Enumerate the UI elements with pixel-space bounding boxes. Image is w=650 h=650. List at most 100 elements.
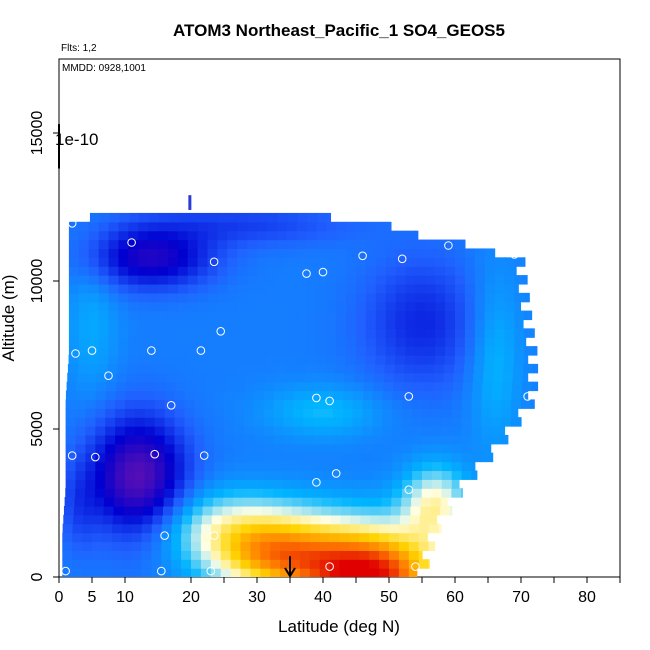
heatmap-cell bbox=[329, 523, 341, 534]
heatmap-cell bbox=[276, 346, 288, 356]
heatmap-cell bbox=[307, 212, 319, 223]
heatmap-cell bbox=[101, 559, 113, 569]
data-point bbox=[91, 452, 100, 462]
heatmap-cell bbox=[214, 461, 225, 472]
heatmap-cell bbox=[84, 497, 95, 507]
heatmap-cell bbox=[129, 212, 141, 223]
heatmap-cell bbox=[365, 292, 377, 303]
heatmap-cell bbox=[444, 355, 456, 365]
heatmap-cell bbox=[95, 479, 106, 489]
heatmap-cell bbox=[354, 372, 365, 383]
heatmap-cell bbox=[157, 363, 168, 374]
heatmap-cell bbox=[385, 292, 397, 303]
heatmap-cell bbox=[134, 399, 146, 409]
heatmap-cell bbox=[336, 346, 347, 356]
heatmap-cell bbox=[464, 346, 476, 356]
heatmap-cell bbox=[108, 239, 119, 250]
heatmap-cell bbox=[141, 550, 152, 560]
heatmap-cell bbox=[491, 390, 503, 400]
heatmap-cell bbox=[290, 541, 301, 551]
heatmap-cell bbox=[383, 381, 394, 392]
heatmap-cell bbox=[78, 301, 90, 312]
heatmap-cell bbox=[484, 301, 496, 312]
heatmap-cell bbox=[402, 417, 413, 427]
heatmap-cell bbox=[402, 479, 413, 489]
heatmap-cell bbox=[445, 328, 456, 338]
heatmap-cell bbox=[111, 550, 123, 560]
data-point bbox=[196, 346, 206, 355]
heatmap-cell bbox=[177, 337, 189, 347]
heatmap-cell bbox=[524, 257, 526, 267]
heatmap-cell bbox=[194, 479, 205, 489]
heatmap-cell bbox=[513, 363, 524, 374]
heatmap-cell bbox=[346, 275, 357, 285]
heatmap-cell bbox=[481, 390, 493, 400]
heatmap-cell bbox=[78, 355, 89, 365]
data-point bbox=[404, 392, 414, 401]
heatmap-cell bbox=[356, 266, 367, 276]
heatmap-cell bbox=[104, 497, 115, 507]
heatmap-cell bbox=[435, 266, 446, 276]
heatmap-cell bbox=[472, 381, 483, 392]
heatmap-cell bbox=[159, 212, 170, 223]
heatmap-cell bbox=[273, 408, 284, 418]
heatmap-cell bbox=[138, 328, 149, 338]
heatmap-cell bbox=[191, 568, 202, 577]
heatmap-cell bbox=[204, 479, 215, 489]
heatmap-cell bbox=[238, 212, 249, 223]
heatmap-cell bbox=[184, 488, 195, 498]
heatmap-cell bbox=[382, 461, 393, 472]
heatmap-cell bbox=[512, 381, 523, 392]
heatmap-cell bbox=[134, 426, 146, 436]
heatmap-cell bbox=[441, 443, 453, 454]
heatmap-cell bbox=[415, 310, 426, 321]
heatmap-cell bbox=[153, 497, 165, 507]
heatmap-cell bbox=[491, 426, 502, 436]
heatmap-cell bbox=[392, 390, 404, 400]
heatmap-cell bbox=[163, 497, 175, 507]
heatmap-cell bbox=[121, 532, 133, 543]
heatmap-cell bbox=[177, 239, 189, 250]
heatmap-cell bbox=[412, 479, 423, 489]
heatmap-cell bbox=[398, 532, 410, 543]
heatmap-cell bbox=[511, 390, 522, 400]
heatmap-cell bbox=[275, 363, 287, 374]
heatmap-cell bbox=[63, 514, 74, 525]
heatmap-cell bbox=[451, 434, 463, 445]
heatmap-cell bbox=[158, 319, 169, 329]
heatmap-cell bbox=[270, 550, 281, 560]
data-point bbox=[209, 257, 219, 267]
heatmap-cell bbox=[504, 257, 515, 267]
heatmap-cell bbox=[455, 248, 466, 258]
heatmap-cell bbox=[412, 399, 423, 409]
heatmap-cell bbox=[276, 275, 288, 285]
heatmap-cell bbox=[303, 399, 314, 409]
heatmap-cell bbox=[316, 328, 327, 338]
y-tick-label: 5000 bbox=[29, 411, 46, 447]
data-point bbox=[157, 566, 166, 576]
heatmap-cell bbox=[105, 390, 117, 400]
heatmap-cell bbox=[240, 532, 251, 543]
heatmap-cell bbox=[514, 283, 519, 294]
heatmap-cell bbox=[330, 514, 342, 525]
heatmap-cell bbox=[309, 568, 321, 577]
heatmap-cell bbox=[471, 399, 482, 409]
heatmap-cell bbox=[276, 337, 288, 347]
heatmap-cell bbox=[303, 390, 315, 400]
heatmap-cell bbox=[320, 523, 331, 534]
heatmap-cell bbox=[153, 505, 164, 516]
heatmap-cell bbox=[323, 470, 334, 480]
heatmap-cell bbox=[296, 266, 308, 276]
heatmap-cell bbox=[133, 505, 144, 516]
heatmap-cell bbox=[494, 346, 506, 356]
heatmap-cell bbox=[356, 257, 367, 267]
heatmap-cell bbox=[412, 408, 423, 418]
heatmap-cell bbox=[128, 283, 139, 294]
heatmap-cell bbox=[164, 399, 176, 409]
heatmap-cell bbox=[464, 328, 476, 338]
heatmap-cell bbox=[336, 257, 347, 267]
heatmap-cell bbox=[369, 550, 380, 560]
heatmap-cell bbox=[194, 443, 205, 454]
heatmap-cell bbox=[402, 452, 413, 463]
heatmap-cell bbox=[283, 390, 295, 400]
